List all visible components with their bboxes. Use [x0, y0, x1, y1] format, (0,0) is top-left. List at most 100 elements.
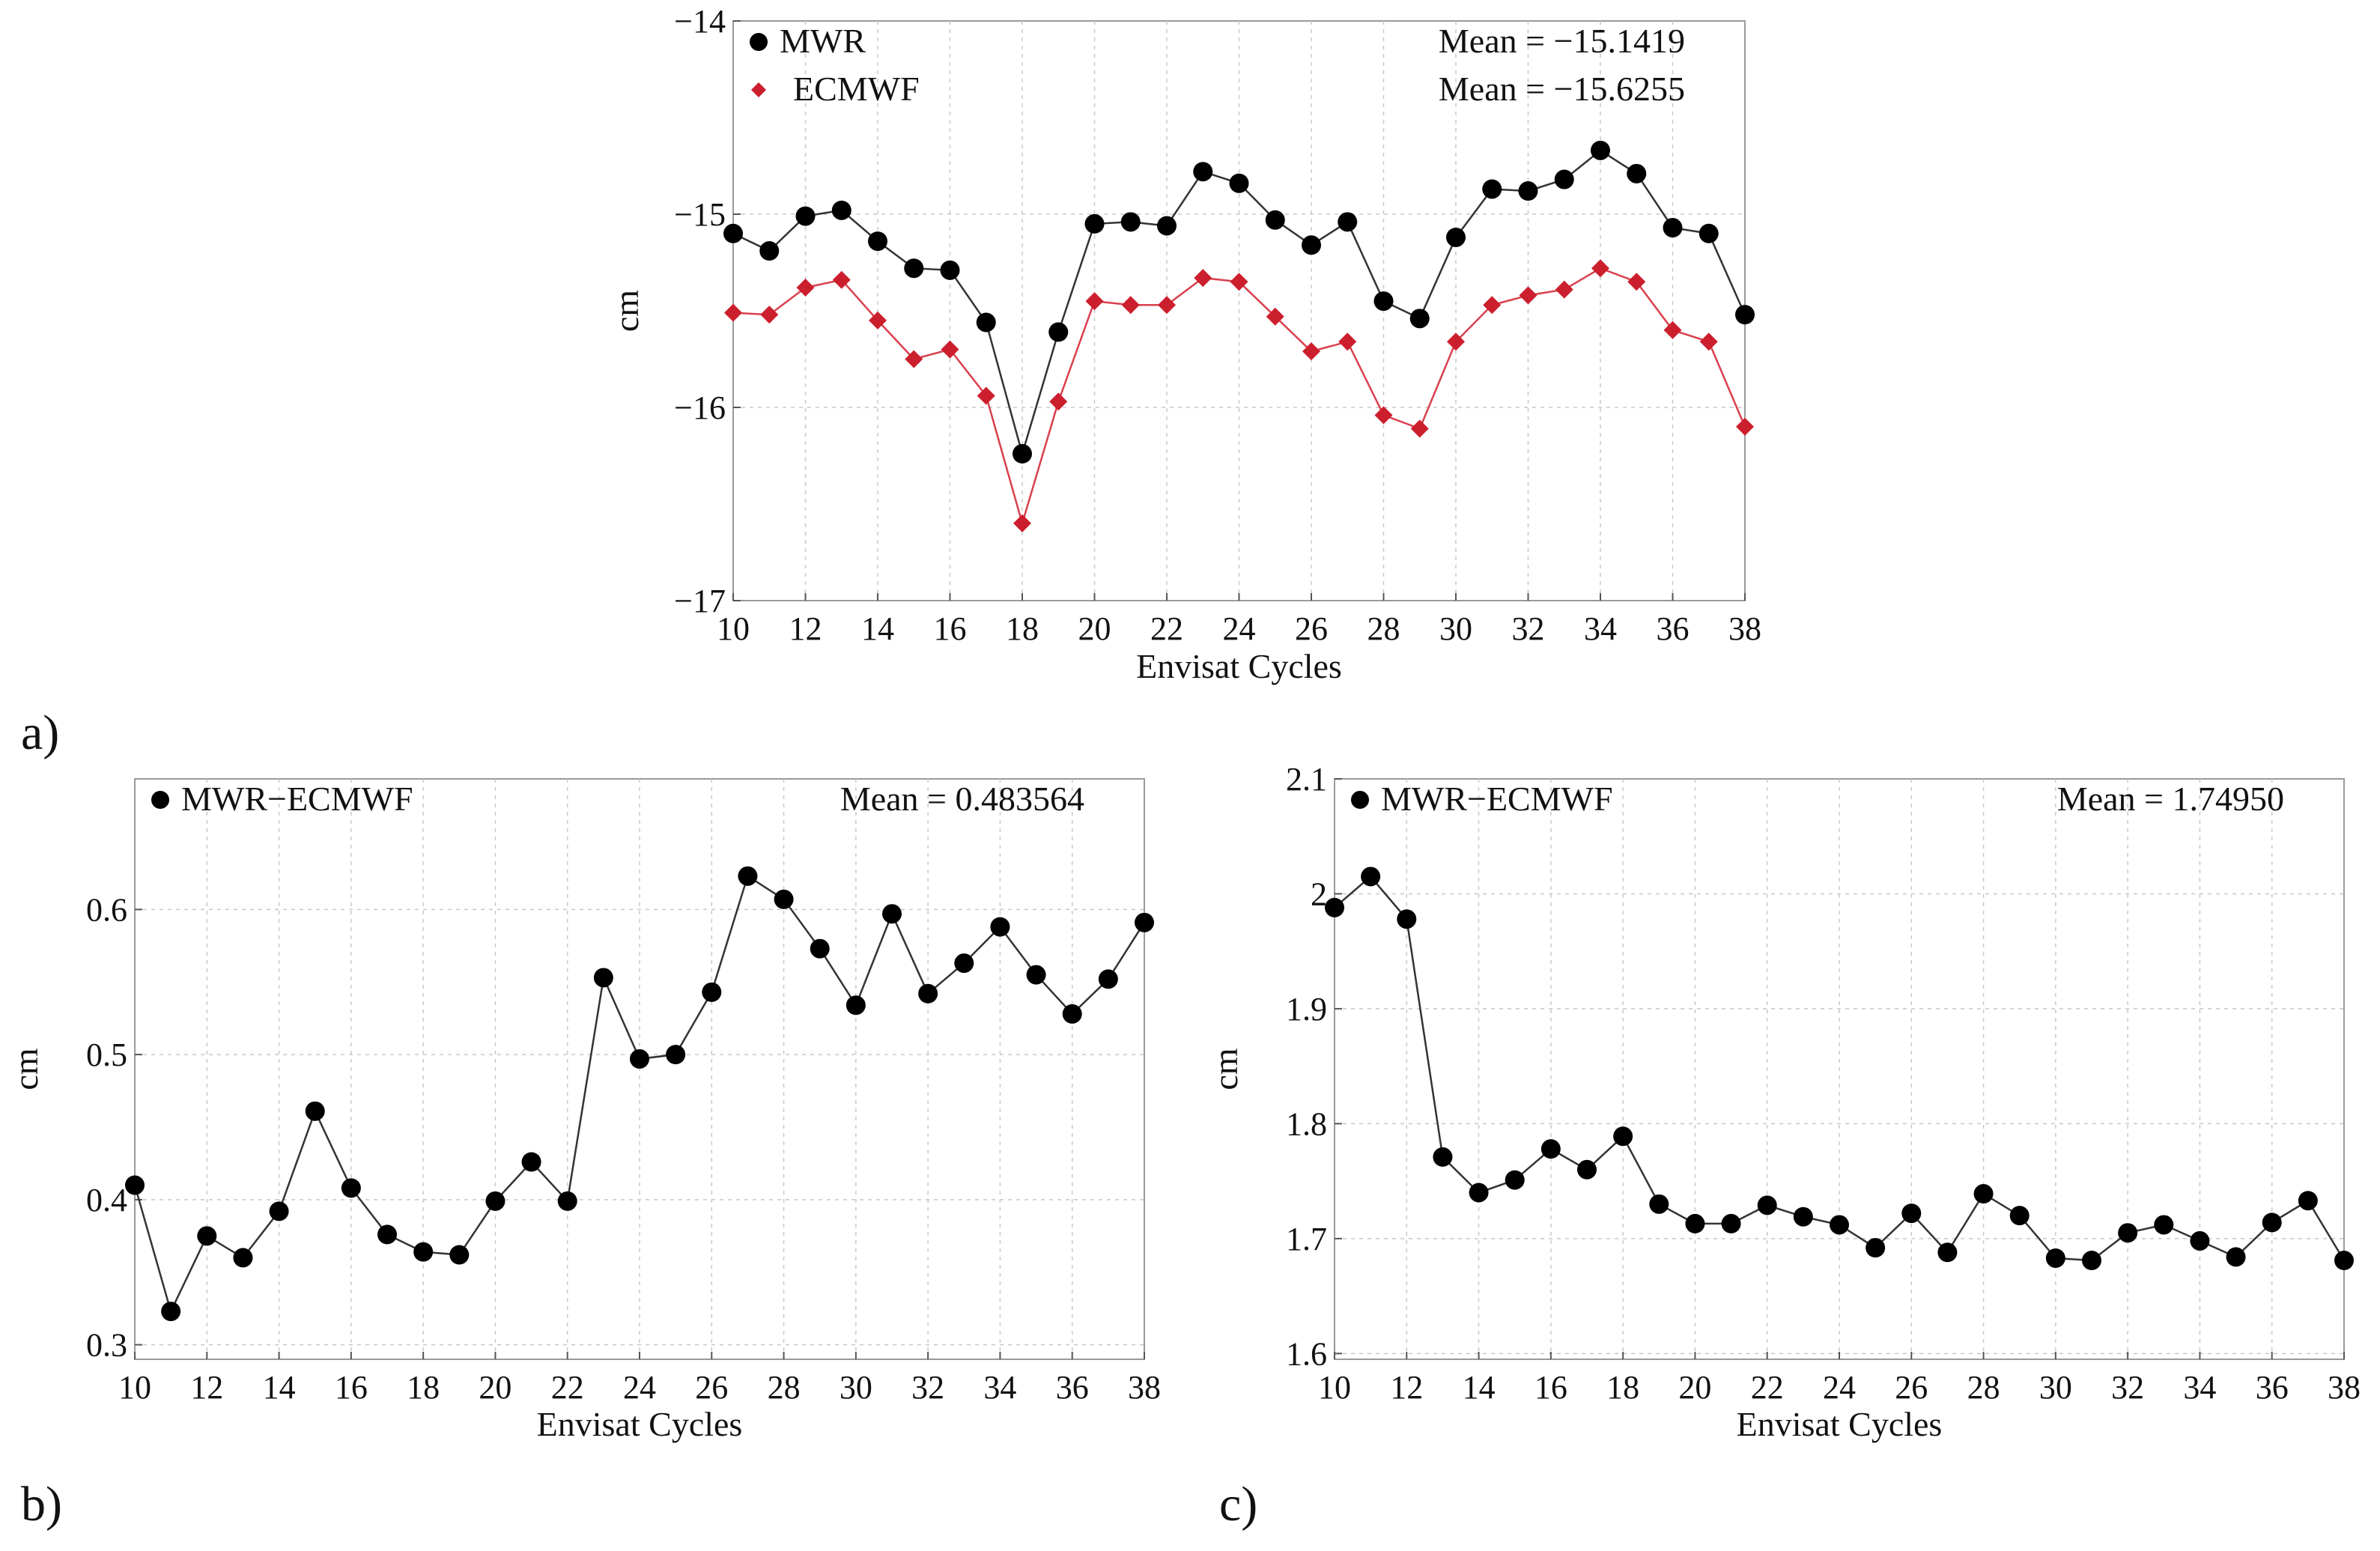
data-point	[990, 917, 1010, 937]
data-point	[702, 982, 722, 1002]
panel-letter-a: a)	[21, 705, 59, 760]
x-tick-label: 26	[1295, 610, 1328, 647]
y-tick-label: 0.3	[86, 1327, 127, 1364]
y-tick-label: −15	[674, 196, 726, 233]
data-point	[305, 1101, 325, 1121]
x-tick-label: 16	[934, 610, 967, 647]
data-point	[341, 1178, 361, 1198]
chart-panel-b: 10 12 14 16 18 20 22 24 26 28 30 32 34 36 38 0.3 0.4 0.5 0…	[7, 778, 1161, 1443]
x-tick-label: 34	[2183, 1369, 2216, 1406]
data-point	[1577, 1159, 1597, 1180]
x-tick-label: 30	[2039, 1369, 2072, 1406]
data-point	[1266, 307, 1284, 326]
chart-panel-c: 10 12 14 16 18 20 22 24 26 28 30 32 34 36 38 1.6 1.7 1.8 1…	[1206, 761, 2361, 1443]
panel-letter-b: b)	[21, 1477, 62, 1532]
x-tick-label: 22	[1150, 610, 1183, 647]
data-point	[1409, 309, 1430, 329]
data-point	[1591, 259, 1609, 278]
data-point	[1302, 235, 1321, 255]
panel-letter-c: c)	[1219, 1477, 1257, 1532]
data-point	[1555, 280, 1573, 299]
data-point	[1230, 273, 1248, 291]
data-point	[1663, 218, 1683, 238]
data-point	[1613, 1126, 1633, 1147]
x-tick-label: 38	[1728, 610, 1761, 647]
data-point	[795, 206, 816, 226]
data-point	[882, 904, 902, 924]
data-point	[521, 1152, 541, 1172]
data-point	[1158, 296, 1176, 315]
chart-panel-a: 10 12 14 16 18 20 22 24 26 28 30 32 34 36 38 −17 −16 −15 −…	[607, 3, 1761, 685]
x-axis-label: Envisat Cycles	[1136, 647, 1342, 685]
mean-annotation: Mean = 0.483564	[840, 780, 1084, 818]
legend-marker	[751, 82, 766, 97]
x-tick-label: 26	[695, 1369, 728, 1406]
x-tick-label: 28	[1967, 1369, 2000, 1406]
data-point	[666, 1045, 686, 1065]
data-point	[1627, 163, 1647, 183]
data-point	[810, 938, 830, 959]
data-point	[1410, 419, 1429, 438]
x-tick-label: 12	[1390, 1369, 1423, 1406]
data-point	[1338, 333, 1357, 351]
y-axis-label: cm	[1206, 1048, 1245, 1090]
x-tick-label: 30	[840, 1369, 872, 1406]
data-point	[1483, 296, 1502, 315]
data-point	[125, 1175, 145, 1195]
x-tick-label: 20	[1078, 610, 1111, 647]
data-point	[1062, 1004, 1082, 1024]
data-point	[2045, 1248, 2065, 1268]
data-point	[760, 306, 779, 324]
data-point	[1469, 1183, 1489, 1203]
y-tick-label: 2.1	[1286, 761, 1327, 798]
x-tick-label: 26	[1895, 1369, 1928, 1406]
data-point	[1374, 406, 1393, 425]
x-tick-label: 38	[2328, 1369, 2361, 1406]
data-point	[557, 1191, 577, 1211]
data-point	[1194, 269, 1212, 288]
mean-annotation: Mean = 1.74950	[2057, 780, 2284, 818]
data-point	[1793, 1206, 1813, 1227]
data-point	[831, 200, 851, 220]
data-point	[1229, 173, 1249, 193]
data-point	[904, 258, 924, 279]
data-point	[846, 995, 866, 1016]
data-point	[485, 1191, 506, 1211]
data-point	[1157, 216, 1177, 236]
data-point	[1554, 169, 1574, 189]
data-point	[1135, 912, 1154, 932]
data-point	[1735, 305, 1755, 325]
data-point	[1736, 417, 1754, 436]
data-point	[796, 279, 815, 297]
x-tick-label: 12	[789, 610, 822, 647]
legend-marker	[1351, 791, 1369, 809]
data-point	[593, 968, 613, 988]
data-point	[1649, 1194, 1669, 1214]
x-tick-label: 18	[407, 1369, 440, 1406]
data-point	[413, 1242, 434, 1262]
data-point	[1120, 212, 1141, 232]
data-point	[941, 340, 959, 359]
data-point	[2154, 1215, 2174, 1235]
y-tick-label: 1.9	[1286, 991, 1327, 1028]
data-point	[1937, 1242, 1958, 1263]
data-point	[1505, 1170, 1525, 1190]
data-point	[1338, 212, 1358, 232]
data-point	[269, 1201, 289, 1221]
data-point	[1121, 296, 1140, 315]
data-point	[1098, 969, 1118, 989]
y-tick-label: 0.4	[86, 1182, 127, 1218]
legend-label: MWR−ECMWF	[1381, 780, 1613, 818]
x-tick-label: 32	[911, 1369, 944, 1406]
data-point	[1518, 181, 1538, 201]
x-tick-label: 28	[768, 1369, 801, 1406]
data-point	[868, 231, 887, 252]
y-tick-label: 0.5	[86, 1036, 127, 1073]
x-axis-label: Envisat Cycles	[1737, 1405, 1943, 1443]
data-point	[1540, 1139, 1561, 1159]
x-tick-label: 10	[1318, 1369, 1351, 1406]
x-axis-label: Envisat Cycles	[537, 1405, 743, 1443]
data-point	[1049, 392, 1068, 411]
legend-label: ECMWF	[793, 70, 920, 108]
data-point	[1830, 1215, 1849, 1235]
